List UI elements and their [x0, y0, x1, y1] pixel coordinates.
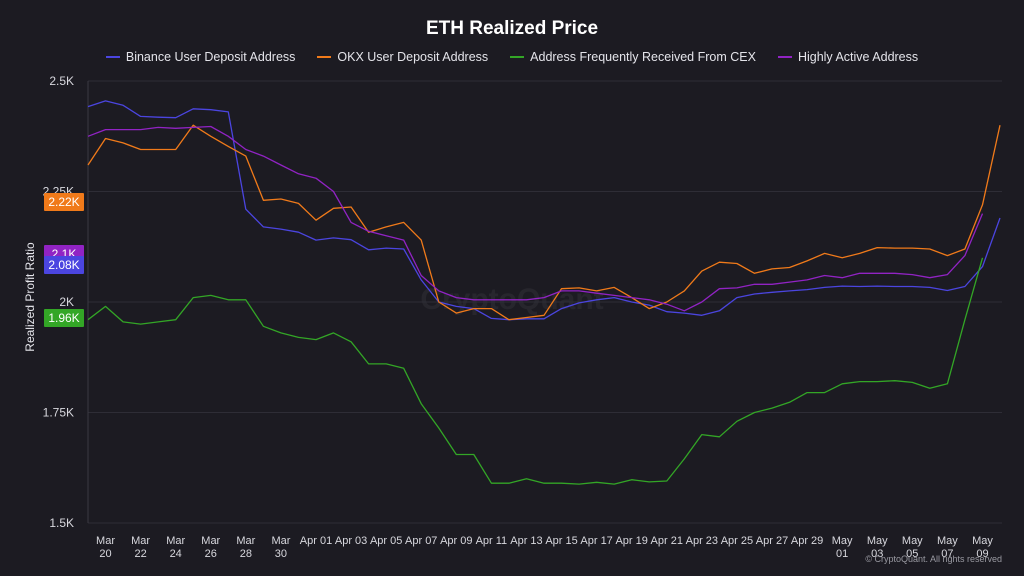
x-tick-label: Apr 11 — [476, 535, 508, 547]
y-tick-label: 2.5K — [49, 74, 74, 88]
x-tick-label: Apr 23 — [686, 535, 718, 547]
x-tick-label: Apr 09 — [440, 535, 472, 547]
x-tick-label: Mar 26 — [201, 535, 220, 560]
current-value-badge: 1.96K — [44, 309, 84, 327]
x-tick-label: Mar 22 — [131, 535, 150, 560]
x-tick-label: Apr 13 — [510, 535, 542, 547]
series-line — [87, 100, 1001, 321]
series-line — [87, 125, 984, 312]
legend-swatch — [777, 56, 792, 58]
x-tick-label: Apr 15 — [545, 535, 577, 547]
x-tick-label: Apr 07 — [405, 535, 437, 547]
legend-label: Highly Active Address — [797, 50, 919, 64]
x-tick-label: Mar 20 — [96, 535, 115, 560]
x-tick-label: May 03 — [867, 535, 888, 560]
legend-item[interactable]: Highly Active Address — [777, 50, 919, 64]
legend: Binance User Deposit Address OKX User Dep… — [0, 50, 1024, 64]
y-tick-label: 2K — [59, 295, 74, 309]
x-tick-label: May 01 — [832, 535, 853, 560]
x-tick-label: Apr 01 — [300, 535, 332, 547]
legend-item[interactable]: OKX User Deposit Address — [317, 50, 488, 64]
x-tick-label: Mar 28 — [236, 535, 255, 560]
series-line — [87, 257, 984, 485]
current-value-badge: 2.08K — [44, 256, 84, 274]
legend-swatch — [317, 56, 332, 58]
x-tick-label: Mar 30 — [271, 535, 290, 560]
x-tick-label: Apr 25 — [721, 535, 753, 547]
legend-label: Binance User Deposit Address — [125, 50, 296, 64]
legend-swatch — [510, 56, 525, 58]
x-tick-label: Mar 24 — [166, 535, 185, 560]
x-tick-label: Apr 05 — [370, 535, 402, 547]
current-value-badge: 2.22K — [44, 193, 84, 211]
x-tick-label: Apr 27 — [756, 535, 788, 547]
x-tick-label: May 07 — [937, 535, 958, 560]
y-tick-label: 1.5K — [49, 516, 74, 530]
x-tick-label: Apr 19 — [615, 535, 647, 547]
legend-item[interactable]: Address Frequently Received From CEX — [510, 50, 756, 64]
copyright-notice: © CryptoQuant. All rights reserved — [865, 554, 1002, 564]
x-tick-label: May 09 — [972, 535, 993, 560]
x-tick-label: Apr 03 — [335, 535, 367, 547]
x-tick-label: Apr 21 — [651, 535, 683, 547]
chart-title: ETH Realized Price — [425, 18, 599, 39]
x-tick-label: Apr 29 — [791, 535, 823, 547]
legend-swatch — [105, 56, 120, 58]
series-line — [87, 124, 1001, 321]
y-axis-label: Realized Profit Ratio — [23, 242, 37, 352]
y-tick-label: 1.75K — [43, 406, 74, 420]
legend-label: Address Frequently Received From CEX — [530, 50, 756, 64]
x-tick-label: Apr 17 — [580, 535, 612, 547]
legend-item[interactable]: Binance User Deposit Address — [105, 50, 296, 64]
legend-label: OKX User Deposit Address — [337, 50, 489, 64]
x-tick-label: May 05 — [902, 535, 923, 560]
